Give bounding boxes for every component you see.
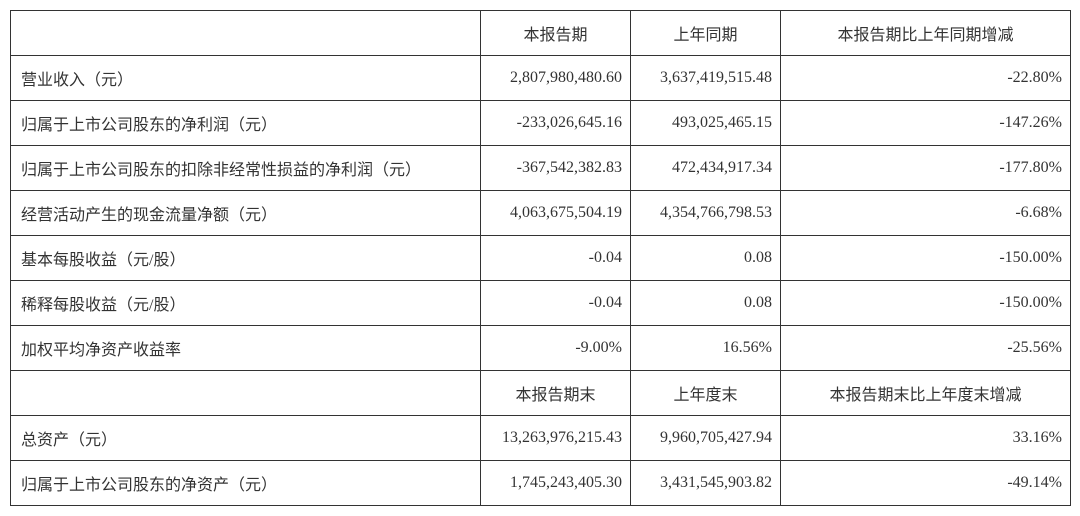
row-value: -0.04 <box>481 281 631 326</box>
table-row: 总资产（元） 13,263,976,215.43 9,960,705,427.9… <box>11 416 1071 461</box>
header-year-end: 上年度末 <box>631 371 781 416</box>
row-value: 493,025,465.15 <box>631 101 781 146</box>
table-row: 基本每股收益（元/股） -0.04 0.08 -150.00% <box>11 236 1071 281</box>
row-value: 2,807,980,480.60 <box>481 56 631 101</box>
header-row-1: 本报告期 上年同期 本报告期比上年同期增减 <box>11 11 1071 56</box>
table-row: 营业收入（元） 2,807,980,480.60 3,637,419,515.4… <box>11 56 1071 101</box>
row-value: 16.56% <box>631 326 781 371</box>
row-value: -233,026,645.16 <box>481 101 631 146</box>
row-label: 基本每股收益（元/股） <box>11 236 481 281</box>
table-row: 归属于上市公司股东的扣除非经常性损益的净利润（元） -367,542,382.8… <box>11 146 1071 191</box>
header-blank-1 <box>11 11 481 56</box>
row-value: -22.80% <box>781 56 1071 101</box>
table-row: 加权平均净资产收益率 -9.00% 16.56% -25.56% <box>11 326 1071 371</box>
row-label: 营业收入（元） <box>11 56 481 101</box>
row-value: 13,263,976,215.43 <box>481 416 631 461</box>
header-prior-period: 上年同期 <box>631 11 781 56</box>
row-label: 归属于上市公司股东的净资产（元） <box>11 461 481 506</box>
row-value: 3,637,419,515.48 <box>631 56 781 101</box>
row-value: 9,960,705,427.94 <box>631 416 781 461</box>
row-value: 3,431,545,903.82 <box>631 461 781 506</box>
header-row-2: 本报告期末 上年度末 本报告期末比上年度末增减 <box>11 371 1071 416</box>
row-value: 4,063,675,504.19 <box>481 191 631 236</box>
row-label: 归属于上市公司股东的净利润（元） <box>11 101 481 146</box>
financial-table: 本报告期 上年同期 本报告期比上年同期增减 营业收入（元） 2,807,980,… <box>10 10 1071 506</box>
row-value: 33.16% <box>781 416 1071 461</box>
row-value: -0.04 <box>481 236 631 281</box>
header-blank-2 <box>11 371 481 416</box>
row-value: -150.00% <box>781 281 1071 326</box>
table-row: 归属于上市公司股东的净资产（元） 1,745,243,405.30 3,431,… <box>11 461 1071 506</box>
table-row: 稀释每股收益（元/股） -0.04 0.08 -150.00% <box>11 281 1071 326</box>
row-label: 稀释每股收益（元/股） <box>11 281 481 326</box>
row-value: 4,354,766,798.53 <box>631 191 781 236</box>
table-row: 经营活动产生的现金流量净额（元） 4,063,675,504.19 4,354,… <box>11 191 1071 236</box>
row-value: -177.80% <box>781 146 1071 191</box>
row-value: -150.00% <box>781 236 1071 281</box>
row-label: 总资产（元） <box>11 416 481 461</box>
row-value: 0.08 <box>631 236 781 281</box>
row-value: -6.68% <box>781 191 1071 236</box>
row-value: -367,542,382.83 <box>481 146 631 191</box>
row-value: -147.26% <box>781 101 1071 146</box>
header-change-pct-2: 本报告期末比上年度末增减 <box>781 371 1071 416</box>
header-period-end: 本报告期末 <box>481 371 631 416</box>
row-value: -49.14% <box>781 461 1071 506</box>
row-value: 0.08 <box>631 281 781 326</box>
row-value: 472,434,917.34 <box>631 146 781 191</box>
row-label: 经营活动产生的现金流量净额（元） <box>11 191 481 236</box>
row-label: 归属于上市公司股东的扣除非经常性损益的净利润（元） <box>11 146 481 191</box>
row-value: -25.56% <box>781 326 1071 371</box>
table-row: 归属于上市公司股东的净利润（元） -233,026,645.16 493,025… <box>11 101 1071 146</box>
row-value: 1,745,243,405.30 <box>481 461 631 506</box>
header-change-pct: 本报告期比上年同期增减 <box>781 11 1071 56</box>
row-value: -9.00% <box>481 326 631 371</box>
header-current-period: 本报告期 <box>481 11 631 56</box>
row-label: 加权平均净资产收益率 <box>11 326 481 371</box>
